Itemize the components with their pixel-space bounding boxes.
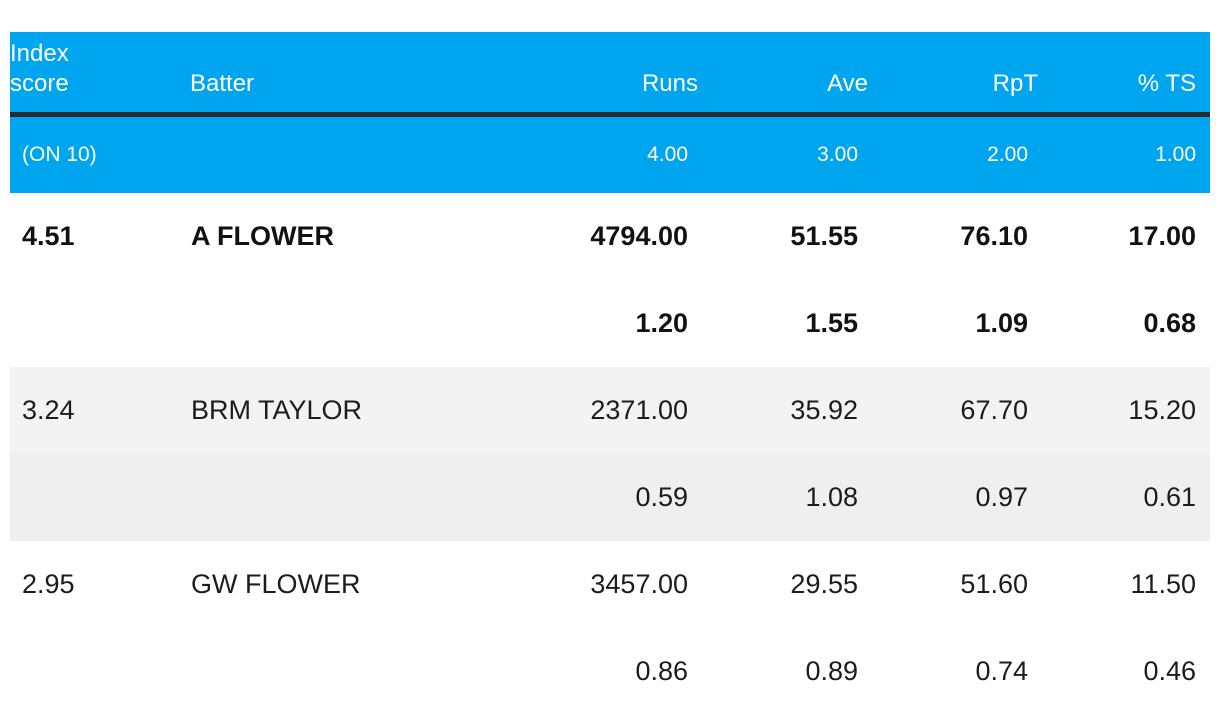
player-sub-ave: 1.08 xyxy=(698,454,868,541)
player-sub-empty xyxy=(190,454,520,541)
player-sub-runs: 0.86 xyxy=(520,628,698,715)
player-row-main: 2.95 GW FLOWER 3457.00 29.55 51.60 11.50 xyxy=(10,541,1210,628)
player-pct-ts: 15.20 xyxy=(1038,367,1210,454)
weights-runs: 4.00 xyxy=(520,114,698,193)
player-sub-empty xyxy=(10,454,190,541)
player-rpt: 76.10 xyxy=(868,193,1038,280)
table-header-row: Index score Batter Runs Ave RpT % TS xyxy=(10,32,1210,117)
weights-pct-ts: 1.00 xyxy=(1038,114,1210,193)
player-row-sub: 1.20 1.55 1.09 0.68 xyxy=(10,280,1210,367)
col-header-pct-ts: % TS xyxy=(1038,32,1210,117)
player-row-main: 3.24 BRM TAYLOR 2371.00 35.92 67.70 15.2… xyxy=(10,367,1210,454)
player-sub-pct-ts: 0.68 xyxy=(1038,280,1210,367)
player-row-sub: 0.86 0.89 0.74 0.46 xyxy=(10,628,1210,715)
col-header-runs: Runs xyxy=(520,32,698,117)
player-row-main: 4.51 A FLOWER 4794.00 51.55 76.10 17.00 xyxy=(10,193,1210,280)
player-sub-runs: 0.59 xyxy=(520,454,698,541)
weights-label: (ON 10) xyxy=(10,114,190,193)
player-sub-runs: 1.20 xyxy=(520,280,698,367)
player-name: GW FLOWER xyxy=(190,541,520,628)
player-name: BRM TAYLOR xyxy=(190,367,520,454)
player-sub-empty xyxy=(10,628,190,715)
player-runs: 4794.00 xyxy=(520,193,698,280)
weights-row: (ON 10) 4.00 3.00 2.00 1.00 xyxy=(10,114,1210,193)
player-sub-pct-ts: 0.46 xyxy=(1038,628,1210,715)
player-runs: 3457.00 xyxy=(520,541,698,628)
player-sub-rpt: 1.09 xyxy=(868,280,1038,367)
player-rpt: 51.60 xyxy=(868,541,1038,628)
player-row-sub: 0.59 1.08 0.97 0.61 xyxy=(10,454,1210,541)
player-ave: 51.55 xyxy=(698,193,868,280)
player-index-score: 4.51 xyxy=(10,193,190,280)
player-index-score: 2.95 xyxy=(10,541,190,628)
player-sub-empty xyxy=(10,280,190,367)
player-pct-ts: 11.50 xyxy=(1038,541,1210,628)
player-index-score: 3.24 xyxy=(10,367,190,454)
player-sub-empty xyxy=(190,280,520,367)
col-header-batter: Batter xyxy=(190,32,520,117)
weights-batter-empty xyxy=(190,114,520,193)
player-name: A FLOWER xyxy=(190,193,520,280)
weights-ave: 3.00 xyxy=(698,114,868,193)
col-header-index-score-label: Index score xyxy=(10,39,69,97)
batting-index-table: Index score Batter Runs Ave RpT % TS (ON… xyxy=(10,32,1210,715)
weights-rpt: 2.00 xyxy=(868,114,1038,193)
player-sub-pct-ts: 0.61 xyxy=(1038,454,1210,541)
player-pct-ts: 17.00 xyxy=(1038,193,1210,280)
player-ave: 29.55 xyxy=(698,541,868,628)
player-sub-rpt: 0.97 xyxy=(868,454,1038,541)
col-header-rpt: RpT xyxy=(868,32,1038,117)
player-ave: 35.92 xyxy=(698,367,868,454)
col-header-index-score: Index score xyxy=(10,32,190,117)
player-sub-ave: 0.89 xyxy=(698,628,868,715)
player-sub-ave: 1.55 xyxy=(698,280,868,367)
player-runs: 2371.00 xyxy=(520,367,698,454)
player-sub-empty xyxy=(190,628,520,715)
player-rpt: 67.70 xyxy=(868,367,1038,454)
col-header-ave: Ave xyxy=(698,32,868,117)
player-sub-rpt: 0.74 xyxy=(868,628,1038,715)
